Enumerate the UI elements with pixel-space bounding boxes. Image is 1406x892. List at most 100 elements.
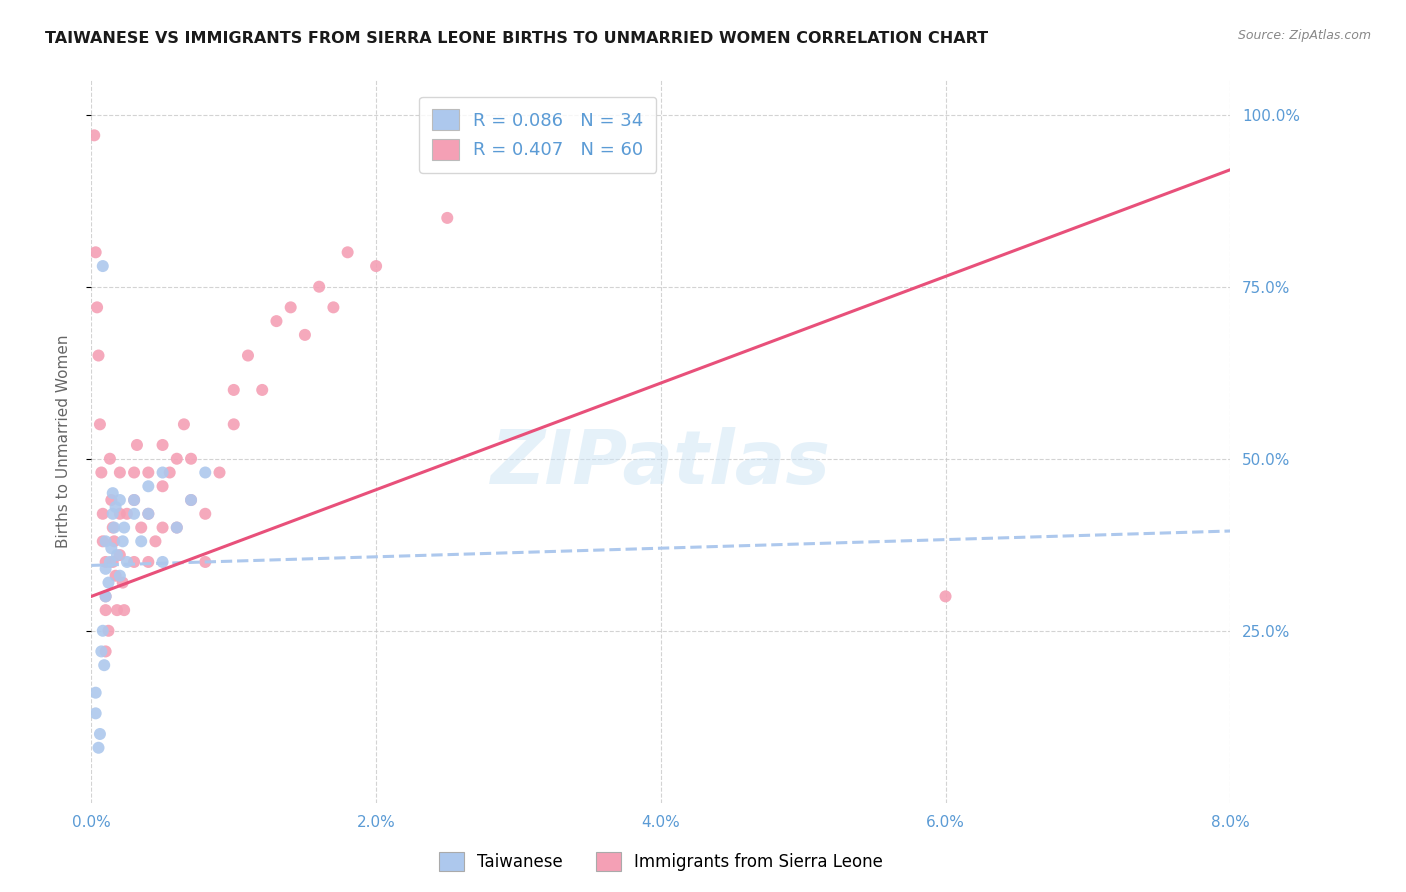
Point [180,493,202,508]
Point [152,466,174,480]
Point [173,417,195,432]
Point [250,383,273,397]
Point [90,644,112,658]
Text: TAIWANESE VS IMMIGRANTS FROM SIERRA LEONE BIRTHS TO UNMARRIED WOMEN CORRELATION : TAIWANESE VS IMMIGRANTS FROM SIERRA LEON… [45,31,988,46]
Point [115,555,138,569]
Point [94,590,117,604]
Point [94,603,117,617]
Point [138,466,160,480]
Point [97,624,120,638]
Point [336,245,359,260]
Point [90,466,112,480]
Point [94,555,117,569]
Point [180,451,202,466]
Point [280,301,302,315]
Point [934,590,956,604]
Point [138,507,160,521]
Point [112,520,135,534]
Point [94,534,117,549]
Point [100,541,122,556]
Point [104,568,127,582]
Point [94,562,117,576]
Point [322,301,344,315]
Point [91,259,114,273]
Point [108,466,131,480]
Point [129,520,152,534]
Point [115,507,138,521]
Point [98,555,121,569]
Point [125,438,148,452]
Point [180,493,202,508]
Point [152,555,174,569]
Point [111,534,134,549]
Point [122,555,145,569]
Point [294,327,316,342]
Point [101,555,124,569]
Point [112,603,135,617]
Point [91,624,114,638]
Point [84,686,107,700]
Point [222,383,245,397]
Point [105,548,128,562]
Point [91,534,114,549]
Point [436,211,458,225]
Point [105,603,128,617]
Point [94,644,117,658]
Point [145,534,167,549]
Point [91,507,114,521]
Point [103,520,125,534]
Point [86,301,108,315]
Point [122,466,145,480]
Point [108,568,131,582]
Point [222,417,245,432]
Point [89,417,111,432]
Legend: Taiwanese, Immigrants from Sierra Leone: Taiwanese, Immigrants from Sierra Leone [430,843,891,880]
Point [97,575,120,590]
Y-axis label: Births to Unmarried Women: Births to Unmarried Women [56,334,70,549]
Point [84,706,107,721]
Point [152,479,174,493]
Point [194,555,217,569]
Point [108,493,131,508]
Point [364,259,387,273]
Point [308,279,330,293]
Point [101,520,124,534]
Point [108,548,131,562]
Text: ZIPatlas: ZIPatlas [491,426,831,500]
Point [93,658,115,673]
Point [101,486,124,500]
Point [129,534,152,549]
Point [108,507,131,521]
Point [101,507,124,521]
Point [138,479,160,493]
Point [87,349,110,363]
Point [194,507,217,521]
Text: Source: ZipAtlas.com: Source: ZipAtlas.com [1237,29,1371,42]
Point [208,466,231,480]
Point [152,438,174,452]
Legend: R = 0.086   N = 34, R = 0.407   N = 60: R = 0.086 N = 34, R = 0.407 N = 60 [419,96,657,172]
Point [152,520,174,534]
Point [103,534,125,549]
Point [138,555,160,569]
Point [138,507,160,521]
Point [266,314,288,328]
Point [104,500,127,514]
Point [122,493,145,508]
Point [100,493,122,508]
Point [236,349,259,363]
Point [166,451,188,466]
Point [122,507,145,521]
Point [87,740,110,755]
Point [111,575,134,590]
Point [94,590,117,604]
Point [122,493,145,508]
Point [83,128,105,143]
Point [166,520,188,534]
Point [166,520,188,534]
Point [98,451,121,466]
Point [84,245,107,260]
Point [159,466,181,480]
Point [194,466,217,480]
Point [89,727,111,741]
